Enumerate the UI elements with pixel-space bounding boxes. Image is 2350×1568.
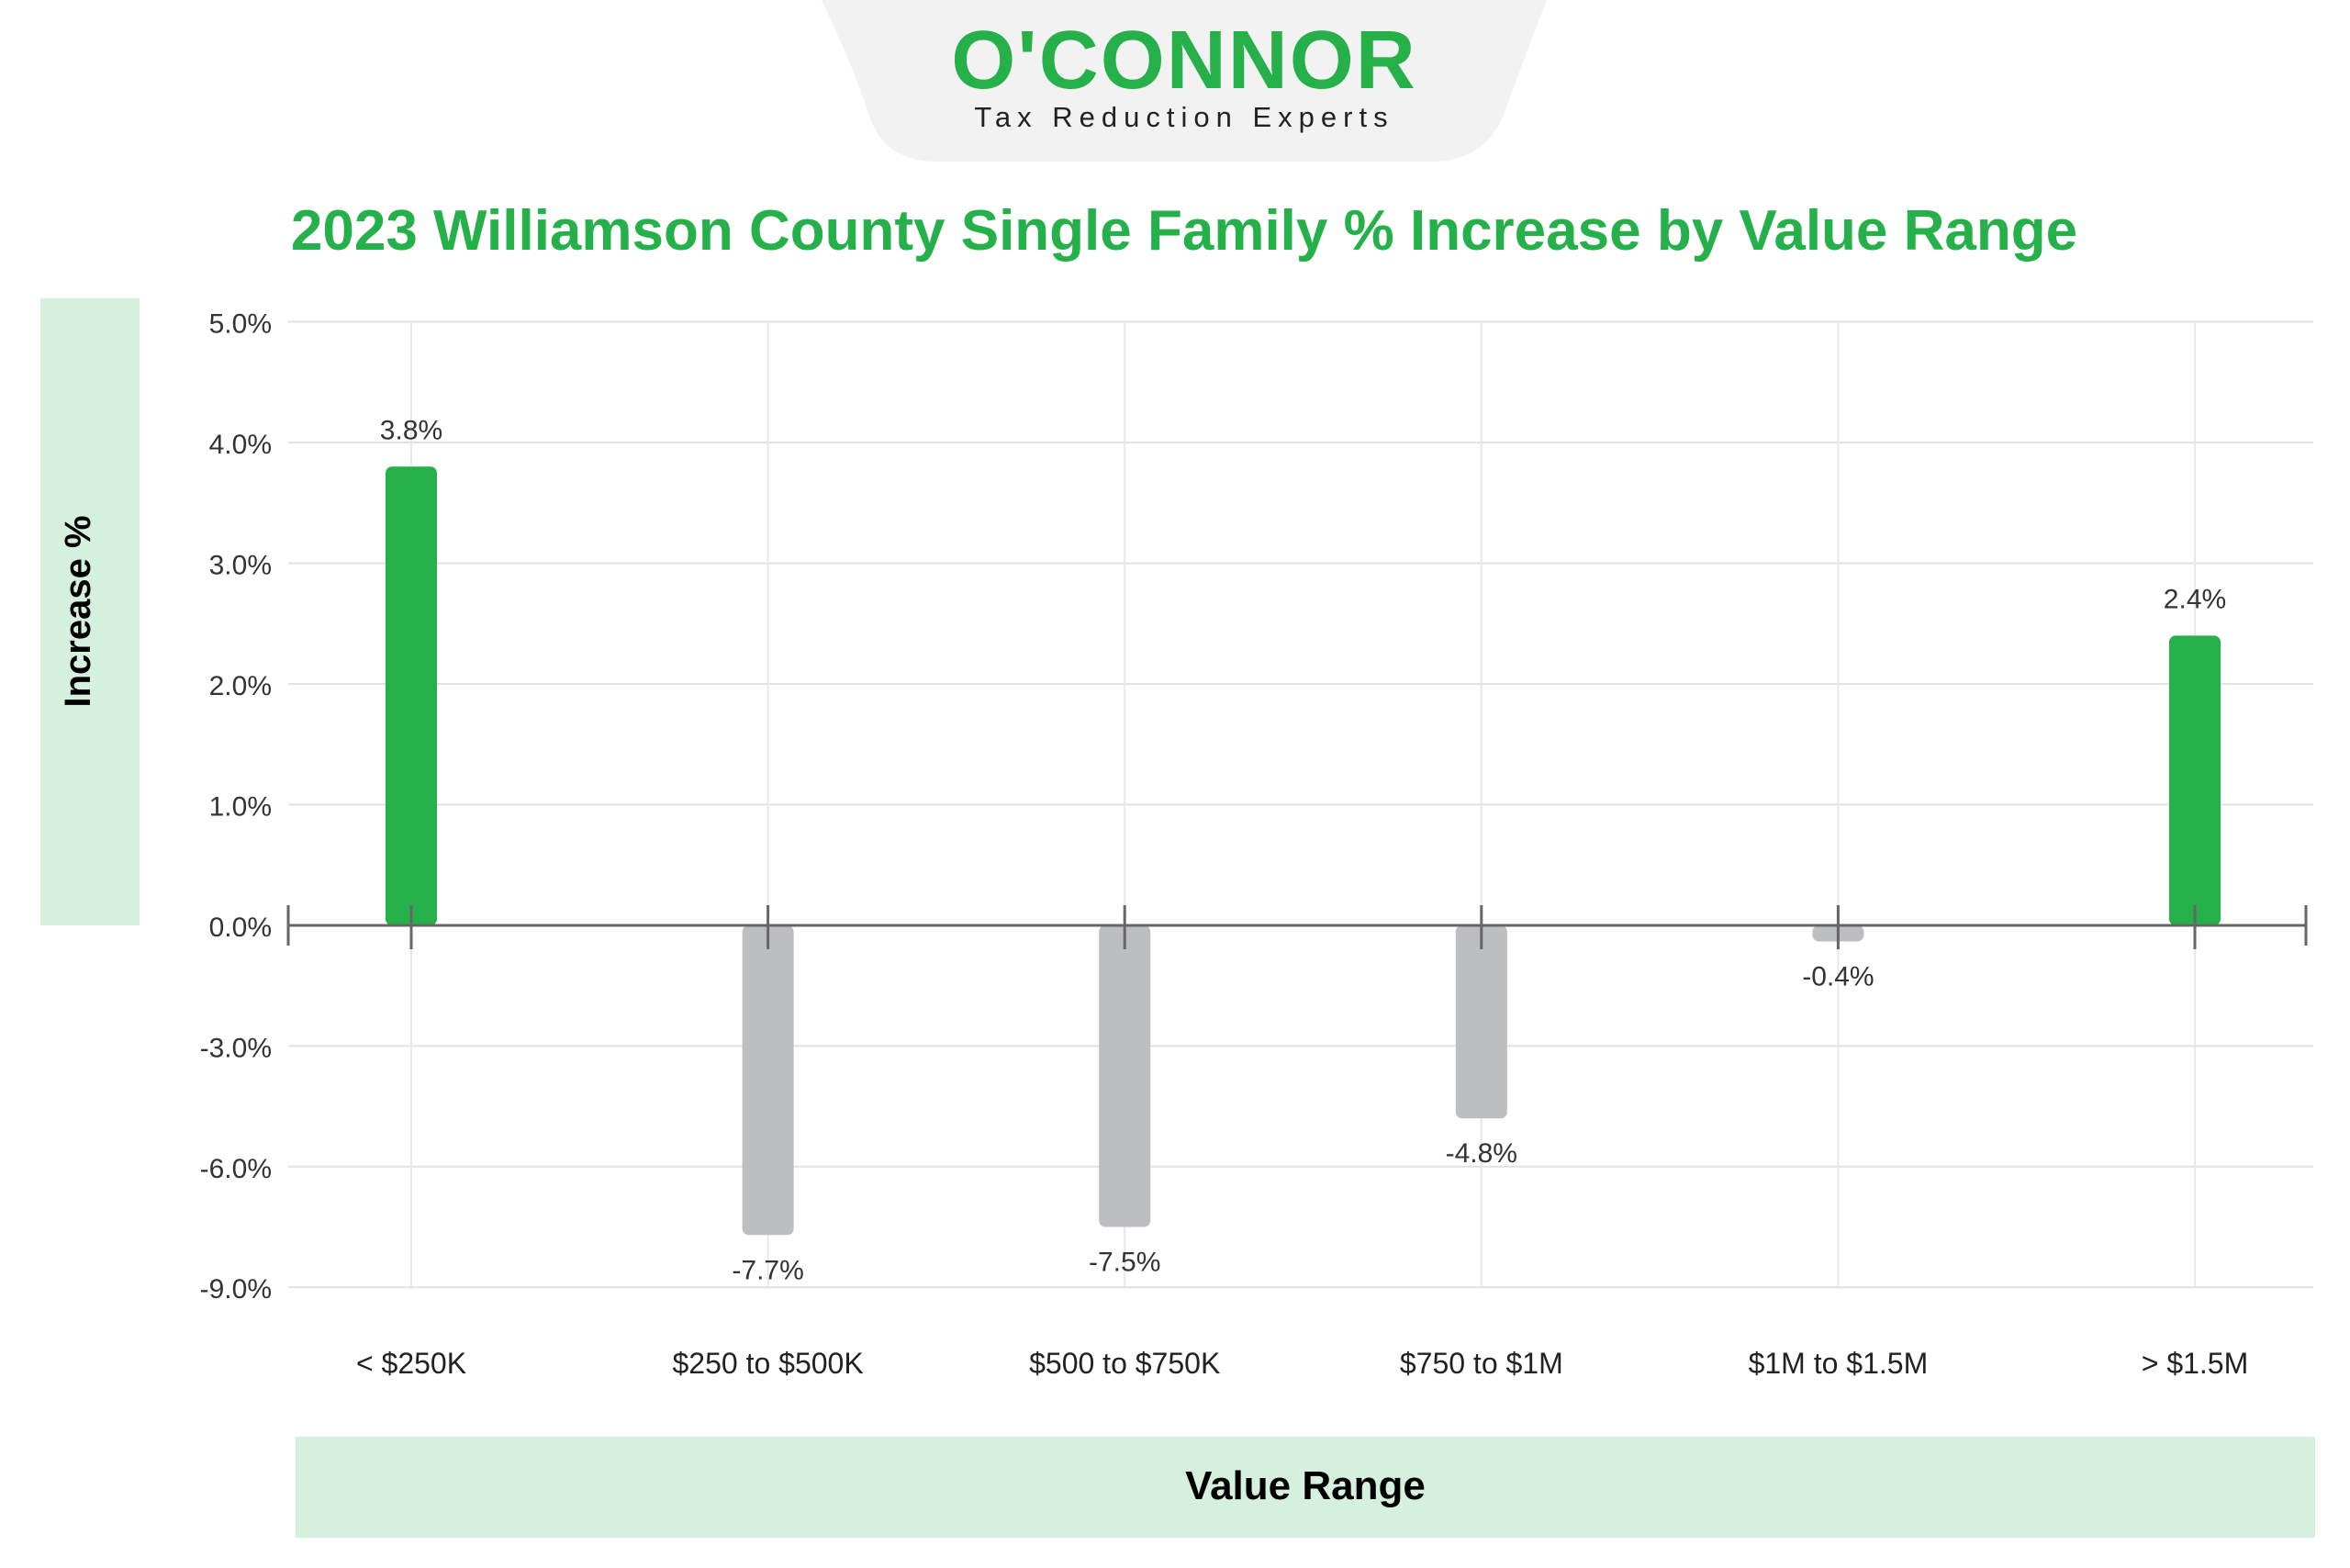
header-tab	[822, 0, 1547, 162]
y-tick-label: 5.0%	[209, 309, 272, 340]
y-tick-label: -3.0%	[200, 1033, 272, 1063]
data-label: -4.8%	[1446, 1138, 1517, 1169]
bar	[386, 466, 437, 925]
y-tick-label: -9.0%	[200, 1274, 272, 1305]
labels: 5.0% 4.0% 3.0% 2.0% 1.0% 0.0% -3.0% -6.0% -9.0% 3…	[200, 309, 2249, 1381]
x-axis-label-panel	[296, 1437, 2315, 1538]
y-tick-label: 0.0%	[209, 913, 272, 943]
y-tick-label: 2.0%	[209, 671, 272, 701]
y-tick-label: 4.0%	[209, 430, 272, 460]
x-tick-label: $500 to $750K	[1029, 1347, 1220, 1380]
data-label: -7.7%	[732, 1255, 803, 1285]
bar	[2169, 635, 2221, 925]
x-tick-label: $250 to $500K	[673, 1347, 864, 1380]
x-tick-label: $750 to $1M	[1400, 1347, 1563, 1380]
data-label: -7.5%	[1089, 1248, 1160, 1278]
y-axis-label: Increase %	[58, 515, 98, 707]
y-tick-label: 1.0%	[209, 792, 272, 823]
y-axis-label-panel	[40, 298, 140, 925]
bar	[742, 925, 794, 1236]
brand-logo: O'CONNOR	[951, 15, 1416, 106]
y-tick-label: -6.0%	[200, 1154, 272, 1184]
bar	[1099, 925, 1151, 1227]
axes	[286, 905, 2308, 949]
x-tick-label: < $250K	[356, 1347, 466, 1380]
brand-tagline: Tax Reduction Experts	[974, 101, 1393, 133]
data-label: -0.4%	[1802, 962, 1874, 992]
data-label: 3.8%	[380, 415, 442, 445]
bars	[386, 466, 2221, 1236]
x-tick-label: > $1.5M	[2142, 1347, 2249, 1380]
chart-title: 2023 Williamson County Single Family % I…	[291, 199, 2077, 263]
x-tick-label: $1M to $1.5M	[1749, 1347, 1929, 1380]
y-tick-label: 3.0%	[209, 551, 272, 581]
x-axis-label: Value Range	[1185, 1463, 1426, 1508]
grid	[288, 320, 2313, 1289]
bar	[1455, 925, 1507, 1119]
data-label: 2.4%	[2164, 584, 2226, 614]
